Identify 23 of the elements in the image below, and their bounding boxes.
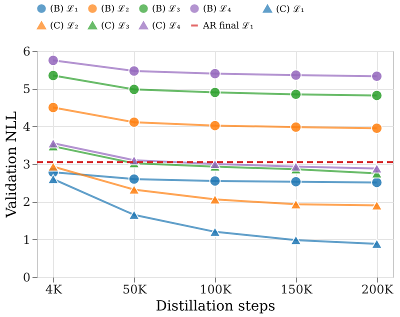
x-axis-title: Distillation steps xyxy=(156,298,276,314)
legend-label: (B) ℒ₄ xyxy=(203,4,232,15)
legend-label: (C) ℒ₄ xyxy=(152,22,181,32)
x-tick-label: 200K xyxy=(361,282,394,296)
y-tick-label: 2 xyxy=(22,195,30,210)
legend-label: (C) ℒ₁ xyxy=(276,4,304,15)
legend-label: (C) ℒ₃ xyxy=(101,22,130,32)
y-tick-label: 0 xyxy=(22,270,30,284)
y-axis-title: Validation NLL xyxy=(4,111,20,219)
x-tick-label: 150K xyxy=(280,282,314,296)
legend-label: (B) ℒ₂ xyxy=(101,4,130,15)
x-tick-label: 100K xyxy=(200,282,232,296)
y-tick-label: 5 xyxy=(22,82,30,96)
legend-label: (B) ℒ₃ xyxy=(152,4,180,15)
x-tick-label: 4K xyxy=(45,282,64,296)
y-tick-label: 4 xyxy=(22,120,31,134)
legend-label: AR final ℒ₁ xyxy=(202,22,254,32)
legend-label: (C) ℒ₂ xyxy=(50,22,79,32)
y-tick-label: 1 xyxy=(22,232,30,247)
y-tick-label: 3 xyxy=(22,158,30,172)
legend-label: (B) ℒ₁ xyxy=(50,4,78,15)
y-tick-label: 6 xyxy=(22,44,30,58)
x-tick-label: 50K xyxy=(122,282,148,296)
